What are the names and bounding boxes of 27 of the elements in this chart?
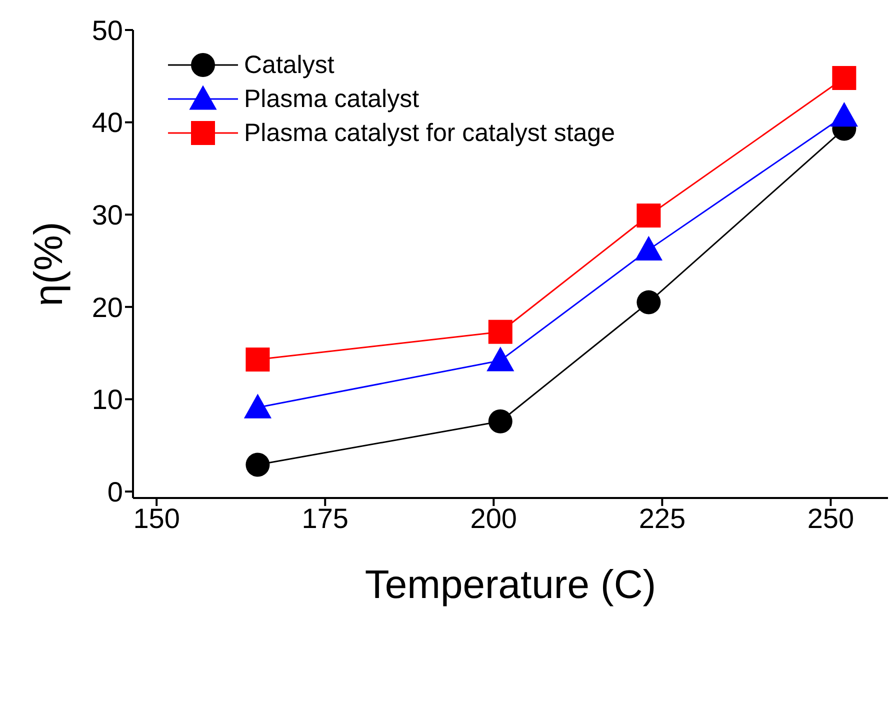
x-tick-label: 200 <box>470 502 518 534</box>
y-tick-label: 20 <box>92 292 123 323</box>
point <box>488 320 512 344</box>
legend-label: Plasma catalyst <box>244 84 420 114</box>
point <box>634 236 662 260</box>
point <box>486 346 514 372</box>
x-axis-title: Temperature (C) <box>364 563 656 607</box>
point <box>830 102 858 127</box>
point <box>246 452 270 477</box>
point <box>246 348 270 372</box>
y-tick-label: 30 <box>92 200 123 231</box>
x-tick-label: 250 <box>807 502 854 534</box>
legend-label: Catalyst <box>244 50 334 80</box>
x-tick-label: 150 <box>133 502 180 534</box>
y-tick-label: 10 <box>92 384 123 416</box>
y-tick-label: 0 <box>107 476 123 508</box>
point <box>488 409 512 434</box>
y-tick-label: 40 <box>92 107 123 138</box>
point <box>636 204 661 228</box>
x-tick-label: 175 <box>302 502 348 534</box>
point <box>832 66 856 90</box>
y-axis-title: η(%) <box>27 222 72 306</box>
legend-label: Plasma catalyst for catalyst stage <box>244 118 615 148</box>
y-tick-label: 50 <box>92 14 123 46</box>
point <box>244 394 272 418</box>
point <box>636 290 661 314</box>
x-tick-label: 225 <box>638 502 686 534</box>
